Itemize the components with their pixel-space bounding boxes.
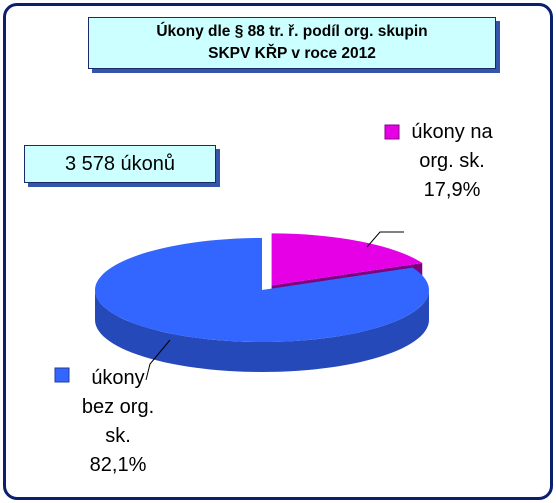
value-label: 17,9% <box>423 179 481 201</box>
legend-key <box>384 124 400 140</box>
annotation: 3 578 úkonů <box>24 145 216 183</box>
legend-key <box>54 367 70 383</box>
slice-side <box>95 290 429 372</box>
value-label: 82,1% <box>89 454 147 476</box>
pie-slice <box>95 238 430 342</box>
slice-label: úkony na org. sk. 17,9% <box>407 118 497 205</box>
category-label: úkony na org. sk. <box>411 121 493 172</box>
frame <box>3 3 553 500</box>
slice-label: úkony bez org. sk. 82,1% <box>73 364 163 480</box>
leader-line <box>145 339 171 381</box>
chart-title: Úkony dle § 88 tr. ř. podíl org. skupin … <box>88 17 496 69</box>
title-line: Úkony dle § 88 tr. ř. podíl org. skupin <box>156 23 428 40</box>
leader-line <box>366 231 404 248</box>
category-label: úkony bez org. sk. <box>81 367 155 447</box>
title-line: SKPV KŘP v roce 2012 <box>208 45 376 62</box>
pie-slice <box>271 233 423 286</box>
